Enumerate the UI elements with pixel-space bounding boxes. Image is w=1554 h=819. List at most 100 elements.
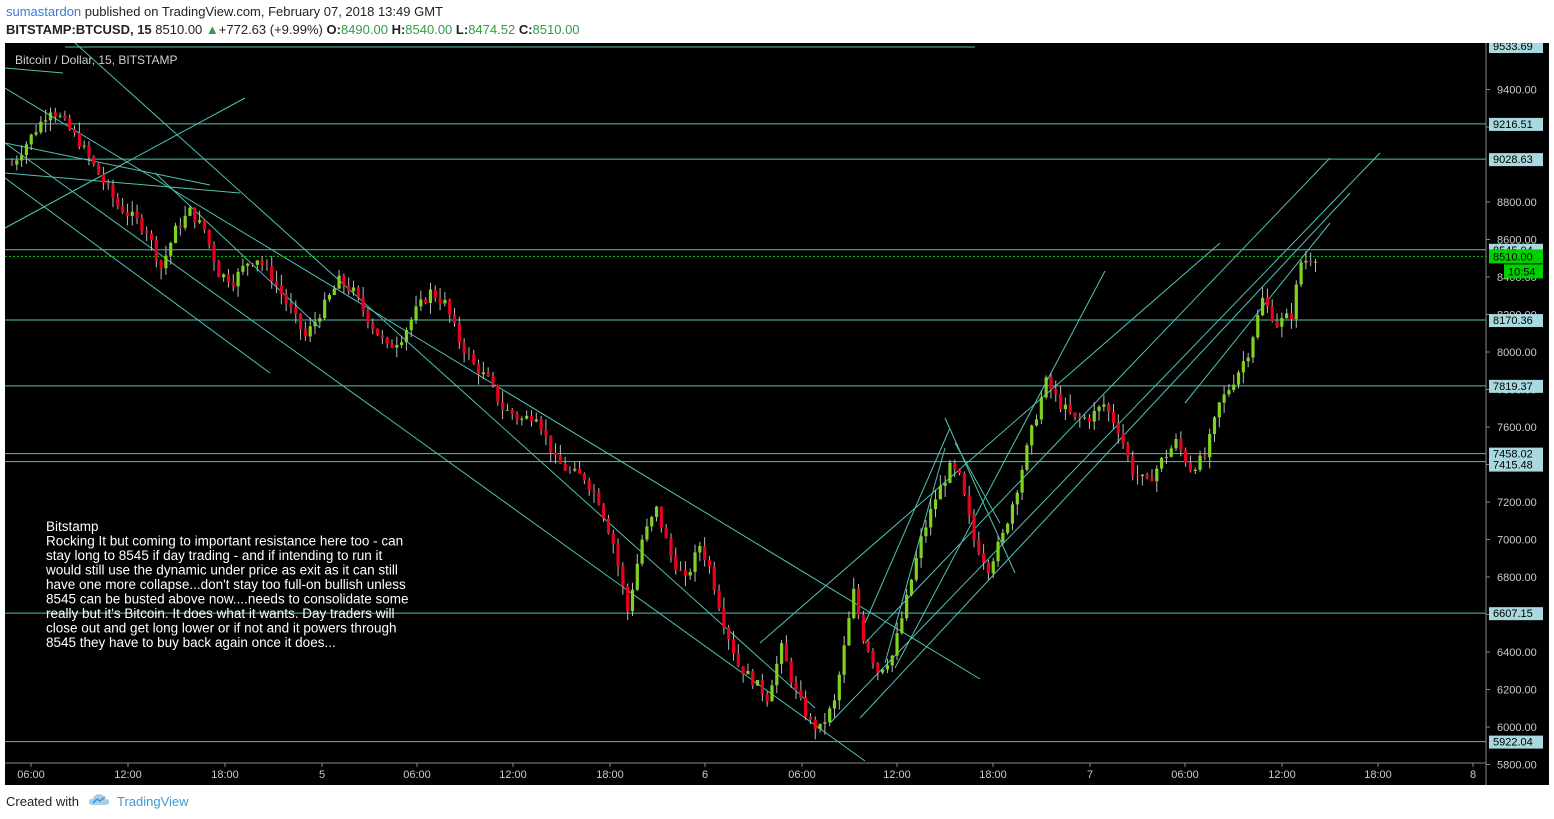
candle-body	[909, 579, 914, 595]
candle-body	[332, 288, 336, 296]
candle-body	[1280, 318, 1284, 327]
candle-body	[1222, 394, 1226, 403]
tradingview-link[interactable]: TradingView	[117, 794, 189, 809]
countdown-label: 10:54	[1504, 264, 1543, 279]
candlestick-chart[interactable]: 9400.009200.008800.008600.008400.008200.…	[4, 40, 1549, 785]
price-tick-label: 6000.00	[1497, 722, 1537, 734]
candle-body	[1155, 468, 1159, 482]
time-tick-label: 06:00	[788, 769, 816, 781]
candle-body	[29, 134, 33, 145]
candle-body	[217, 261, 221, 278]
candle-body	[755, 680, 760, 686]
candle-body	[948, 462, 952, 483]
candle-body	[890, 655, 894, 666]
candle-body	[606, 518, 611, 534]
candle-body	[678, 569, 683, 571]
candle-body	[77, 132, 81, 147]
candle-body	[375, 328, 380, 336]
candle-body	[1232, 384, 1236, 390]
candle-body	[823, 722, 827, 724]
time-tick-label: 06:00	[1171, 769, 1199, 781]
published-text: published on TradingView.com, February 0…	[84, 4, 443, 19]
time-tick-label: 8	[1470, 769, 1476, 781]
candle-body	[635, 563, 639, 590]
candle-body	[342, 275, 346, 286]
candle-body	[674, 556, 678, 570]
candle-body	[154, 239, 158, 261]
candle-body	[943, 482, 947, 486]
candle-body	[87, 145, 91, 157]
author-link[interactable]: sumastardon	[6, 4, 82, 19]
candle-body	[149, 233, 154, 240]
candle-body	[337, 275, 341, 289]
candle-body	[1107, 404, 1111, 412]
trend-line	[829, 152, 1381, 724]
price-change: +772.63 (+9.99%)	[218, 22, 323, 37]
candle-body	[1083, 417, 1087, 419]
candle-body	[693, 552, 697, 572]
candle-body	[895, 633, 899, 656]
candle-body	[1275, 321, 1279, 327]
candle-body	[568, 470, 572, 472]
level-label: 7415.48	[1489, 458, 1543, 472]
candle-body	[784, 643, 789, 662]
candle-body	[1246, 357, 1250, 362]
candle-body	[1299, 262, 1303, 285]
candle-body	[279, 285, 283, 295]
candle-body	[197, 220, 202, 223]
candle-body	[534, 419, 538, 422]
candle-body	[318, 318, 322, 322]
candle-body	[1030, 425, 1034, 446]
candle-body	[140, 217, 144, 231]
level-label: 7819.37	[1489, 379, 1543, 393]
price-tick-label: 5800.00	[1497, 760, 1537, 772]
candle-body	[448, 299, 452, 315]
low-value: 8474.52	[468, 22, 516, 37]
chart-area[interactable]: 9400.009200.008800.008600.008400.008200.…	[4, 40, 1549, 785]
candle-body	[457, 323, 461, 343]
high-value: 8540.00	[405, 22, 453, 37]
candle-body	[957, 469, 962, 473]
horizontal-levels	[5, 123, 1486, 743]
candle-body	[53, 112, 57, 117]
candle-body	[876, 663, 880, 673]
trend-line	[884, 447, 946, 664]
candle-body	[121, 206, 125, 213]
candle-body	[703, 546, 707, 561]
candle-body	[178, 225, 182, 228]
candle-body	[1159, 457, 1164, 469]
candle-body	[525, 415, 529, 419]
trend-line	[4, 142, 866, 762]
candle-body	[597, 492, 601, 505]
time-axis[interactable]: 06:00 12:00 18:00 5 06:00 12:00 18:00 6 06:00 12:…	[17, 763, 1476, 781]
trend-line	[4, 97, 246, 229]
candle-body	[1285, 313, 1289, 319]
candle-body	[1294, 284, 1298, 319]
candle-body	[116, 197, 120, 207]
candle-body	[736, 653, 740, 667]
candle-body	[476, 363, 481, 375]
candle-body	[914, 557, 918, 580]
candle-body	[794, 682, 798, 691]
high-label: H:	[391, 22, 406, 37]
time-tick-label: 18:00	[596, 769, 624, 781]
candle-body	[226, 274, 231, 283]
candle-body	[1304, 260, 1308, 263]
level-label-text: 9216.51	[1493, 119, 1533, 131]
candle-body	[135, 211, 139, 218]
candle-body	[654, 506, 659, 517]
candle-body	[443, 299, 447, 304]
candle-body	[414, 306, 418, 320]
candle-body	[799, 690, 803, 698]
candle-body	[255, 260, 259, 265]
candle-body	[111, 184, 115, 198]
candle-body	[231, 282, 235, 287]
time-tick-label: 12:00	[1268, 769, 1296, 781]
level-label: 9216.51	[1489, 117, 1543, 131]
time-tick-label: 18:00	[211, 769, 239, 781]
level-labels: 9533.699216.519028.638545.048170.367819.…	[1489, 40, 1543, 749]
candle-body	[1241, 361, 1245, 373]
candle-body	[496, 385, 500, 402]
candle-body	[640, 539, 644, 564]
candle-body	[746, 670, 750, 675]
